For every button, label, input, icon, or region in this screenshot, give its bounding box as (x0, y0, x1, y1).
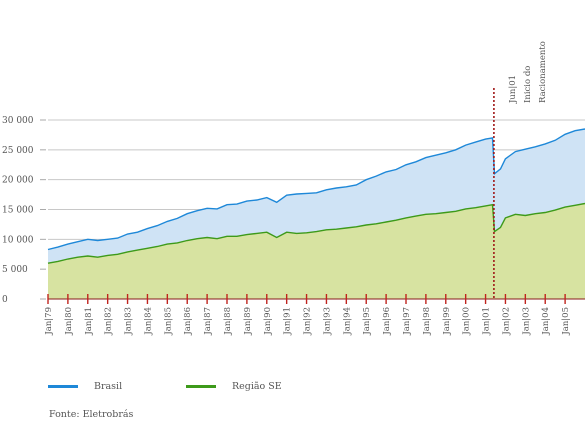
x-tick-label-3: Jan|82 (104, 307, 114, 336)
legend-item-regiao-se: Região SE (186, 376, 282, 396)
y-tick-label-1: 5 000 (2, 265, 28, 275)
annotations: Jun|01 Inicio do Racionamento (493, 41, 548, 299)
x-tick-label-5: Jan|84 (143, 307, 153, 336)
x-tick-label-21: Jan|00 (462, 307, 472, 336)
legend: Brasil Região SE (48, 376, 568, 396)
x-tick-label-26: Jan|05 (561, 307, 571, 336)
x-tick-label-24: Jan|03 (521, 307, 531, 336)
x-tick-label-18: Jan|97 (402, 307, 412, 336)
x-tick-label-22: Jan|01 (482, 307, 492, 336)
annotation-text-0-0: Jun|01 (508, 75, 518, 104)
x-tick-label-0: Jan|79 (44, 307, 54, 336)
y-tick-label-0: 0 (2, 295, 8, 305)
x-tick-label-16: Jan|95 (362, 307, 372, 336)
x-tick-label-6: Jan|85 (163, 307, 173, 336)
x-tick-label-9: Jan|88 (223, 307, 233, 336)
x-tick-label-19: Jan|98 (422, 307, 432, 336)
x-tick-label-17: Jan|96 (382, 307, 392, 336)
legend-label-brasil: Brasil (94, 380, 123, 392)
y-tick-label-4: 20 000 (2, 176, 34, 186)
annotation-text-0-1: Inicio do (523, 66, 533, 103)
legend-label-regiao-se: Região SE (232, 380, 282, 392)
x-tick-label-13: Jan|92 (303, 307, 313, 336)
x-tick-label-7: Jan|86 (183, 307, 193, 336)
series-areas (48, 129, 585, 299)
x-tick-label-2: Jan|81 (84, 307, 94, 336)
source-note: Fonte: Eletrobrás (49, 409, 134, 420)
series-lines (47, 128, 585, 264)
y-tick-label-6: 30 000 (2, 116, 34, 126)
legend-swatch-regiao-se (186, 384, 216, 388)
series-line-1 (47, 202, 585, 264)
x-tick-label-20: Jan|99 (442, 307, 452, 336)
x-tick-labels: Jan|79 Jan|80 Jan|81 Jan|82 Jan|83 Jan|84 Jan|… (44, 307, 571, 336)
x-tick-label-11: Jan|90 (263, 307, 273, 336)
series-line-0 (47, 128, 585, 251)
x-tick-label-4: Jan|83 (124, 307, 134, 336)
y-tick-label-2: 10 000 (2, 235, 34, 245)
x-tick-label-10: Jan|89 (243, 307, 253, 336)
y-tick-label-5: 25 000 (2, 146, 34, 156)
x-tick-label-12: Jan|91 (283, 307, 293, 336)
y-tick-labels: 0 5 000 10 000 15 000 20 000 25 000 30 000 (2, 116, 34, 305)
x-tick-label-1: Jan|80 (64, 307, 74, 336)
x-tick-label-23: Jan|02 (501, 307, 511, 336)
x-tick-label-15: Jan|94 (342, 307, 352, 336)
axes (40, 119, 585, 304)
x-tick-label-25: Jan|04 (541, 307, 551, 336)
legend-swatch-brasil (48, 384, 78, 388)
annotation-text-0-2: Racionamento (538, 41, 548, 103)
y-tick-label-3: 15 000 (2, 206, 34, 216)
x-tick-label-8: Jan|87 (203, 307, 213, 336)
series-area-1 (48, 203, 585, 299)
legend-item-brasil: Brasil (48, 376, 122, 396)
x-tick-label-14: Jan|93 (322, 307, 332, 336)
